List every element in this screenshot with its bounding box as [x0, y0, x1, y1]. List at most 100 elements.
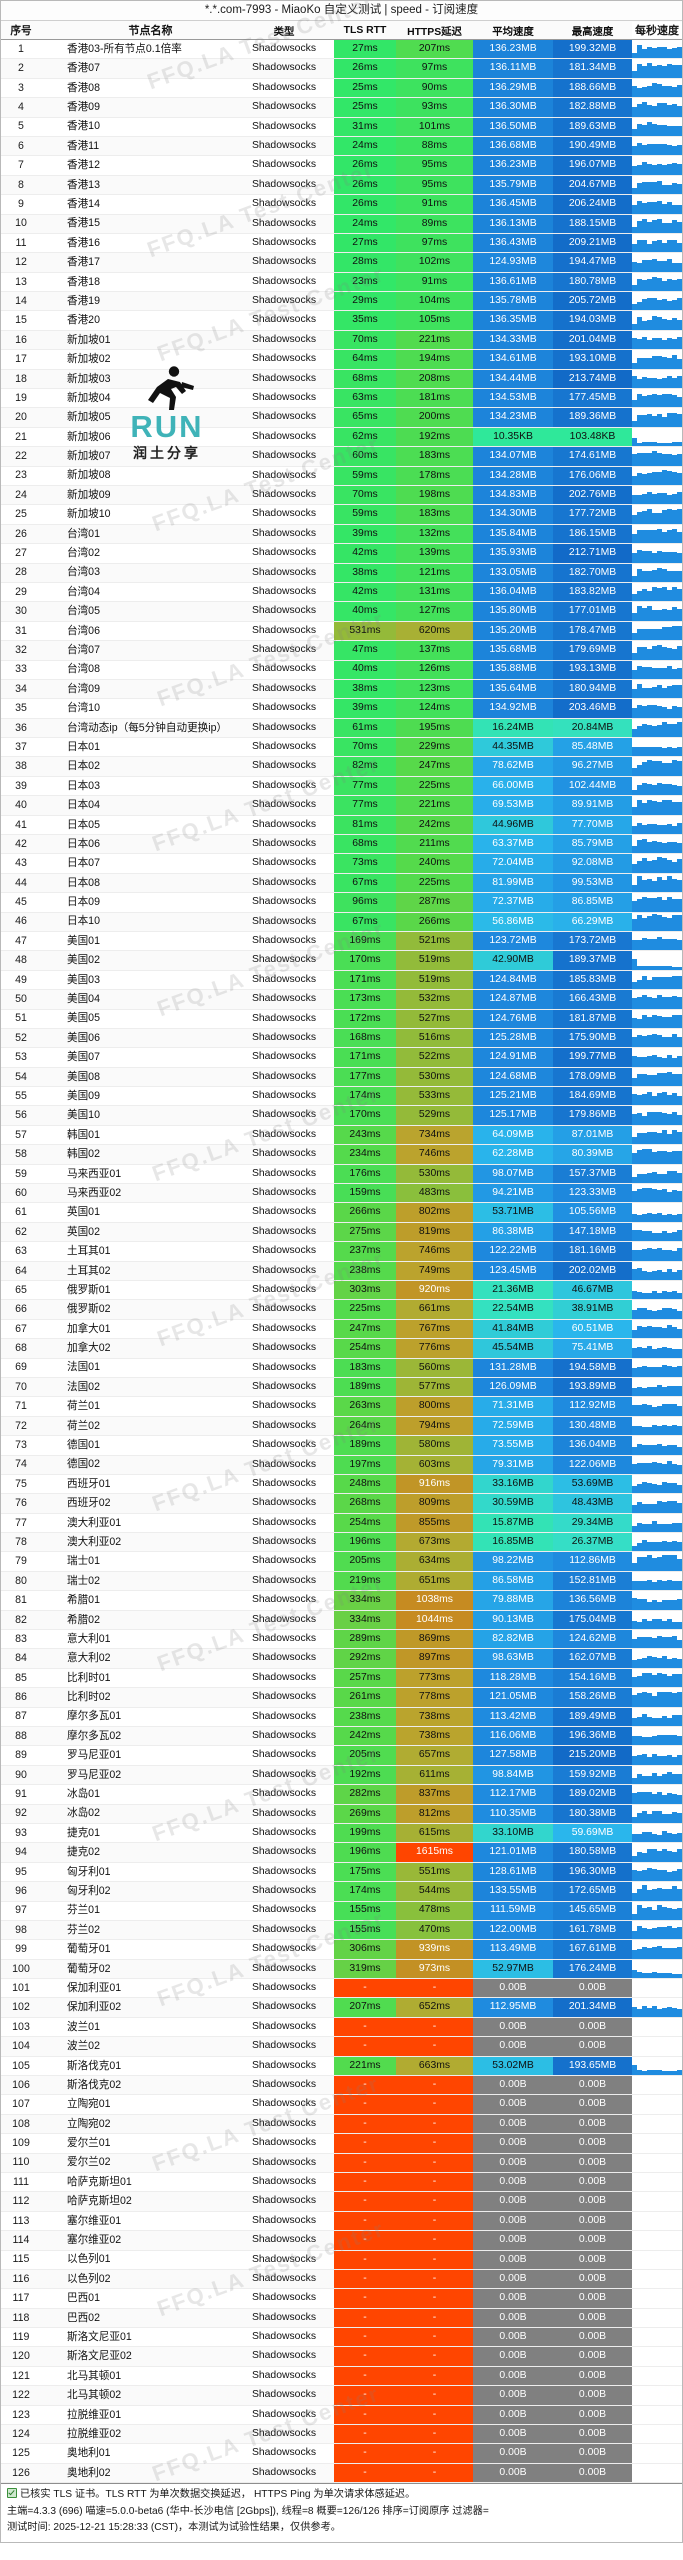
- table-row[interactable]: 49 美国03 Shadowsocks 171ms 519ms 124.84MB 185.8…: [1, 970, 682, 991]
- table-row[interactable]: 44 日本08 Shadowsocks 67ms 225ms 81.99MB 99.53MB: [1, 873, 682, 894]
- table-row[interactable]: 54 美国08 Shadowsocks 177ms 530ms 124.68MB 178.0…: [1, 1067, 682, 1088]
- table-row[interactable]: 6 香港11 Shadowsocks 24ms 88ms 136.68MB 190.49MB: [1, 136, 682, 157]
- table-row[interactable]: 59 马来西亚01 Shadowsocks 176ms 530ms 98.07MB 157.…: [1, 1164, 682, 1185]
- table-row[interactable]: 120 斯洛文尼亚02 Shadowsocks - -0.00B 0.00B: [1, 2347, 682, 2367]
- table-row[interactable]: 81 希腊01 Shadowsocks 334ms 1038ms 79.88MB 136.5…: [1, 1591, 682, 1611]
- table-row[interactable]: 43 日本07 Shadowsocks 73ms 240ms 72.04MB 92.08MB: [1, 854, 682, 874]
- table-row[interactable]: 72 荷兰02 Shadowsocks 264ms 794ms 72.59MB 130.48…: [1, 1416, 682, 1437]
- table-row[interactable]: 117 巴西01 Shadowsocks - -0.00B 0.00B: [1, 2289, 682, 2309]
- table-row[interactable]: 114 塞尔维亚02 Shadowsocks - -0.00B 0.00B: [1, 2231, 682, 2251]
- table-row[interactable]: 12 香港17 Shadowsocks 28ms 102ms 124.93MB 194.47…: [1, 253, 682, 273]
- table-row[interactable]: 4 香港09 Shadowsocks 25ms 93ms 136.30MB 182.88MB: [1, 98, 682, 118]
- table-row[interactable]: 24 新加坡09 Shadowsocks 70ms 198ms 134.83MB 202.7…: [1, 485, 682, 506]
- table-row[interactable]: 64 土耳其02 Shadowsocks 238ms 749ms 123.45MB 202.…: [1, 1261, 682, 1281]
- table-row[interactable]: 34 台湾09 Shadowsocks 38ms 123ms 135.64MB 180.94…: [1, 679, 682, 700]
- table-row[interactable]: 23 新加坡08 Shadowsocks 59ms 178ms 134.28MB 176.0…: [1, 466, 682, 486]
- table-row[interactable]: 61 英国01 Shadowsocks 266ms 802ms 53.71MB 105.56…: [1, 1203, 682, 1223]
- table-row[interactable]: 86 比利时02 Shadowsocks 261ms 778ms 121.05MB 158.…: [1, 1688, 682, 1708]
- table-row[interactable]: 70 法国02 Shadowsocks 189ms 577ms 126.09MB 193.8…: [1, 1377, 682, 1398]
- table-row[interactable]: 69 法国01 Shadowsocks 183ms 560ms 131.28MB 194.5…: [1, 1358, 682, 1378]
- table-row[interactable]: 77 澳大利亚01 Shadowsocks 254ms 855ms 15.87MB 29.3…: [1, 1513, 682, 1534]
- table-row[interactable]: 45 日本09 Shadowsocks 96ms 287ms 72.37MB 86.85MB: [1, 893, 682, 913]
- table-row[interactable]: 97 芬兰01 Shadowsocks 155ms 478ms 111.59MB 145.6…: [1, 1901, 682, 1921]
- table-row[interactable]: 35 台湾10 Shadowsocks 39ms 124ms 134.92MB 203.46…: [1, 699, 682, 719]
- table-row[interactable]: 107 立陶宛01 Shadowsocks - -0.00B 0.00B: [1, 2095, 682, 2115]
- table-row[interactable]: 119 斯洛文尼亚01 Shadowsocks - -0.00B 0.00B: [1, 2328, 682, 2348]
- table-row[interactable]: 22 新加坡07 Shadowsocks 60ms 183ms 134.07MB 174.6…: [1, 447, 682, 467]
- table-row[interactable]: 67 加拿大01 Shadowsocks 247ms 767ms 41.84MB 60.51…: [1, 1319, 682, 1340]
- table-row[interactable]: 32 台湾07 Shadowsocks 47ms 137ms 135.68MB 179.69…: [1, 641, 682, 661]
- table-row[interactable]: 115 以色列01 Shadowsocks - -0.00B 0.00B: [1, 2250, 682, 2270]
- table-row[interactable]: 7 香港12 Shadowsocks 26ms 95ms 136.23MB 196.07MB: [1, 156, 682, 176]
- table-row[interactable]: 116 以色列02 Shadowsocks - -0.00B 0.00B: [1, 2269, 682, 2290]
- table-row[interactable]: 96 匈牙利02 Shadowsocks 174ms 544ms 133.55MB 172.…: [1, 1882, 682, 1902]
- table-row[interactable]: 66 俄罗斯02 Shadowsocks 225ms 661ms 22.54MB 38.91…: [1, 1300, 682, 1320]
- table-row[interactable]: 46 日本10 Shadowsocks 67ms 266ms 56.86MB 66.29MB: [1, 912, 682, 932]
- table-row[interactable]: 109 爱尔兰01 Shadowsocks - -0.00B 0.00B: [1, 2134, 682, 2154]
- column-header-avg-speed[interactable]: 平均速度: [492, 26, 534, 38]
- table-row[interactable]: 111 哈萨克斯坦01 Shadowsocks - -0.00B 0.00B: [1, 2172, 682, 2193]
- table-row[interactable]: 56 美国10 Shadowsocks 170ms 529ms 125.17MB 179.8…: [1, 1106, 682, 1126]
- table-row[interactable]: 91 冰岛01 Shadowsocks 282ms 837ms 112.17MB 189.0…: [1, 1785, 682, 1805]
- table-row[interactable]: 83 意大利01 Shadowsocks 289ms 869ms 82.82MB 124.6…: [1, 1630, 682, 1650]
- table-row[interactable]: 79 瑞士01 Shadowsocks 205ms 634ms 98.22MB 112.86…: [1, 1552, 682, 1572]
- table-row[interactable]: 102 保加利亚02 Shadowsocks 207ms 652ms 112.95MB 20…: [1, 1998, 682, 2018]
- table-row[interactable]: 103 波兰01 Shadowsocks - -0.00B 0.00B: [1, 2017, 682, 2038]
- table-row[interactable]: 122 北马其顿02 Shadowsocks - -0.00B 0.00B: [1, 2386, 682, 2406]
- table-row[interactable]: 94 捷克02 Shadowsocks 196ms 1615ms 121.01MB 180.…: [1, 1843, 682, 1863]
- table-row[interactable]: 27 台湾02 Shadowsocks 42ms 139ms 135.93MB 212.71…: [1, 544, 682, 564]
- table-row[interactable]: 121 北马其顿01 Shadowsocks - -0.00B 0.00B: [1, 2366, 682, 2387]
- table-row[interactable]: 50 美国04 Shadowsocks 173ms 532ms 124.87MB 166.4…: [1, 990, 682, 1010]
- table-row[interactable]: 17 新加坡02 Shadowsocks 64ms 194ms 134.61MB 193.1…: [1, 350, 682, 370]
- table-row[interactable]: 93 捷克01 Shadowsocks 199ms 615ms 33.10MB 59.69M…: [1, 1823, 682, 1844]
- table-row[interactable]: 8 香港13 Shadowsocks 26ms 95ms 135.79MB 204.67MB: [1, 175, 682, 196]
- table-row[interactable]: 89 罗马尼亚01 Shadowsocks 205ms 657ms 127.58MB 215…: [1, 1746, 682, 1766]
- table-row[interactable]: 75 西班牙01 Shadowsocks 248ms 916ms 33.16MB 53.69…: [1, 1474, 682, 1495]
- table-row[interactable]: 28 台湾03 Shadowsocks 38ms 121ms 133.05MB 182.70…: [1, 563, 682, 583]
- table-row[interactable]: 52 美国06 Shadowsocks 168ms 516ms 125.28MB 175.9…: [1, 1028, 682, 1049]
- table-row[interactable]: 33 台湾08 Shadowsocks 40ms 126ms 135.88MB 193.13…: [1, 660, 682, 680]
- table-row[interactable]: 1 香港03-所有节点0.1倍率 Shadowsocks 27ms 207ms 136.2…: [1, 40, 682, 60]
- table-row[interactable]: 101 保加利亚01 Shadowsocks - -0.00B 0.00B: [1, 1979, 682, 1999]
- table-row[interactable]: 108 立陶宛02 Shadowsocks - -0.00B 0.00B: [1, 2114, 682, 2135]
- table-row[interactable]: 82 希腊02 Shadowsocks 334ms 1044ms 90.13MB 175.0…: [1, 1610, 682, 1631]
- table-row[interactable]: 10 香港15 Shadowsocks 24ms 89ms 136.13MB 188.15M…: [1, 214, 682, 234]
- column-header-index[interactable]: 序号: [10, 24, 32, 37]
- table-row[interactable]: 39 日本03 Shadowsocks 77ms 225ms 66.00MB 102.44M…: [1, 776, 682, 797]
- table-row[interactable]: 105 斯洛伐克01 Shadowsocks 221ms 663ms 53.02MB 193…: [1, 2056, 682, 2077]
- table-row[interactable]: 38 日本02 Shadowsocks 82ms 247ms 78.62MB 96.27MB: [1, 757, 682, 777]
- table-row[interactable]: 112 哈萨克斯坦02 Shadowsocks - -0.00B 0.00B: [1, 2192, 682, 2212]
- column-header-name[interactable]: 节点名称: [128, 25, 173, 37]
- table-row[interactable]: 16 新加坡01 Shadowsocks 70ms 221ms 134.33MB 201.0…: [1, 330, 682, 351]
- table-row[interactable]: 88 摩尔多瓦02 Shadowsocks 242ms 738ms 116.06MB 196…: [1, 1726, 682, 1747]
- table-row[interactable]: 92 冰岛02 Shadowsocks 269ms 812ms 110.35MB 180.3…: [1, 1804, 682, 1824]
- table-row[interactable]: 80 瑞士02 Shadowsocks 219ms 651ms 86.58MB 152.81…: [1, 1571, 682, 1592]
- table-row[interactable]: 18 新加坡03 Shadowsocks 68ms 208ms 134.44MB 213.7…: [1, 369, 682, 390]
- table-row[interactable]: 98 芬兰02 Shadowsocks 155ms 470ms 122.00MB 161.7…: [1, 1920, 682, 1941]
- table-row[interactable]: 123 拉脱维亚01 Shadowsocks - -0.00B 0.00B: [1, 2405, 682, 2426]
- table-row[interactable]: 104 波兰02 Shadowsocks - -0.00B 0.00B: [1, 2037, 682, 2057]
- table-row[interactable]: 68 加拿大02 Shadowsocks 254ms 776ms 45.54MB 75.41…: [1, 1339, 682, 1359]
- table-row[interactable]: 65 俄罗斯01 Shadowsocks 303ms 920ms 21.36MB 46.67…: [1, 1281, 682, 1301]
- table-row[interactable]: 15 香港20 Shadowsocks 35ms 105ms 136.35MB 194.03…: [1, 311, 682, 331]
- table-row[interactable]: 9 香港14 Shadowsocks 26ms 91ms 136.45MB 206.24MB: [1, 195, 682, 215]
- column-header-https-latency[interactable]: HTTPS延迟: [407, 26, 462, 38]
- table-row[interactable]: 63 土耳其01 Shadowsocks 237ms 746ms 122.22MB 181.…: [1, 1242, 682, 1262]
- table-row[interactable]: 31 台湾06 Shadowsocks 531ms 620ms 135.20MB 178.4…: [1, 621, 682, 642]
- table-row[interactable]: 55 美国09 Shadowsocks 174ms 533ms 125.21MB 184.6…: [1, 1087, 682, 1107]
- table-row[interactable]: 125 奥地利01 Shadowsocks - -0.00B 0.00B: [1, 2444, 682, 2464]
- table-row[interactable]: 3 香港08 Shadowsocks 25ms 90ms 136.29MB 188.66MB: [1, 78, 682, 99]
- column-header-tls-rtt[interactable]: TLS RTT: [343, 24, 387, 36]
- table-row[interactable]: 30 台湾05 Shadowsocks 40ms 127ms 135.80MB 177.01…: [1, 602, 682, 622]
- table-row[interactable]: 60 马来西亚02 Shadowsocks 159ms 483ms 94.21MB 123.…: [1, 1184, 682, 1204]
- table-row[interactable]: 36 台湾动态ip（每5分钟自动更换ip） Shadowsocks 61ms 195ms…: [1, 718, 682, 739]
- table-row[interactable]: 14 香港19 Shadowsocks 29ms 104ms 135.78MB 205.72…: [1, 292, 682, 312]
- table-row[interactable]: 110 爱尔兰02 Shadowsocks - -0.00B 0.00B: [1, 2153, 682, 2173]
- table-row[interactable]: 95 匈牙利01 Shadowsocks 175ms 551ms 128.61MB 196.…: [1, 1862, 682, 1883]
- table-row[interactable]: 87 摩尔多瓦01 Shadowsocks 238ms 738ms 113.42MB 189…: [1, 1707, 682, 1727]
- table-row[interactable]: 2 香港07 Shadowsocks 26ms 97ms 136.11MB 181.34MB: [1, 59, 682, 79]
- table-row[interactable]: 85 比利时01 Shadowsocks 257ms 773ms 118.28MB 154.…: [1, 1668, 682, 1689]
- table-row[interactable]: 51 美国05 Shadowsocks 172ms 527ms 124.76MB 181.8…: [1, 1009, 682, 1029]
- table-row[interactable]: 113 塞尔维亚01 Shadowsocks - -0.00B 0.00B: [1, 2211, 682, 2232]
- column-header-max-speed[interactable]: 最高速度: [571, 26, 614, 38]
